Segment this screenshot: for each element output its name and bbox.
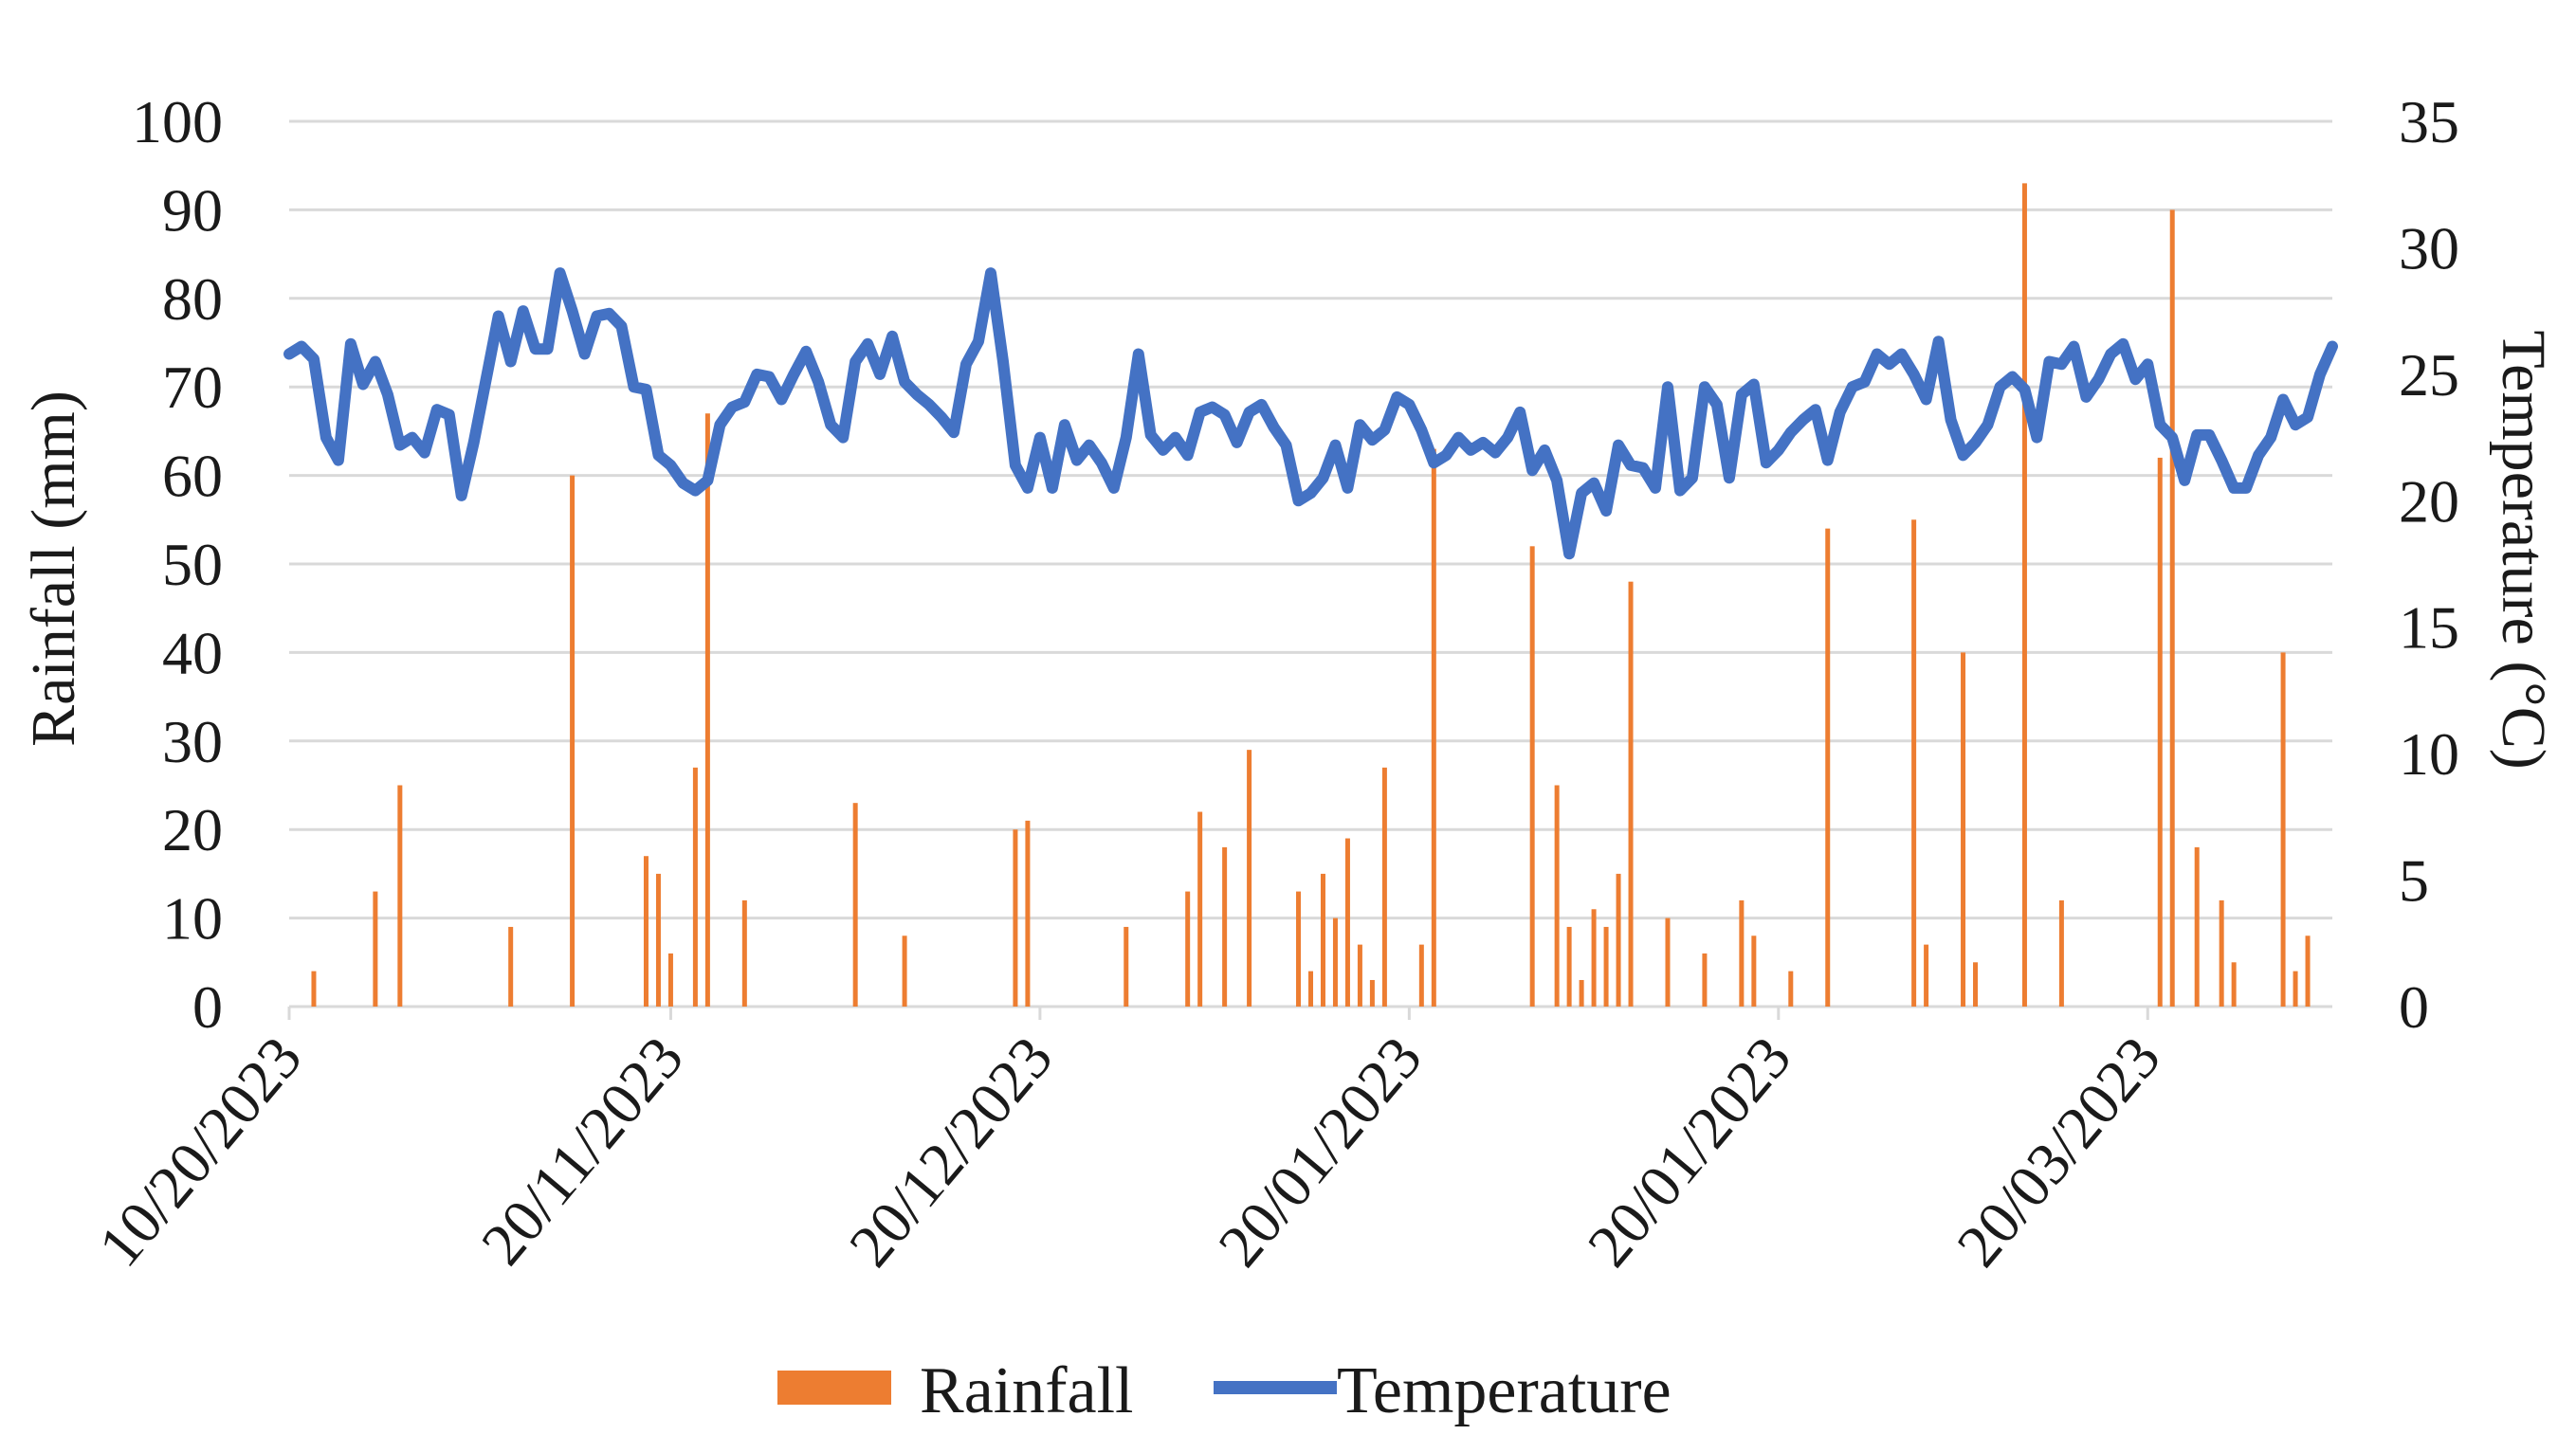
legend-rainfall-swatch (777, 1371, 891, 1405)
rainfall-bar-38 (1665, 917, 1671, 1007)
rainfall-bar-13 (1013, 829, 1018, 1007)
gridlines (287, 119, 2332, 1020)
rainfall-bar-46 (1961, 652, 1966, 1007)
left-tick-label-7: 70 (162, 354, 223, 421)
rainfall-bar-10 (741, 899, 747, 1007)
left-tick-label-8: 80 (162, 265, 223, 333)
right-tick-label-0: 0 (2399, 973, 2429, 1041)
temperature-line (283, 267, 2338, 560)
rainfall-bar-4 (570, 475, 575, 1008)
rainfall-bar-3 (508, 926, 514, 1007)
rainfall-bar-44 (1911, 519, 1917, 1007)
rainfall-bar-26 (1369, 979, 1375, 1007)
left-tick-label-5: 50 (162, 531, 223, 598)
rainfall-bar-40 (1739, 899, 1745, 1007)
rainfall-bar-24 (1344, 838, 1350, 1007)
rainfall-bar-19 (1247, 750, 1252, 1007)
x-tick-label-3: 20/01/2023 (1205, 1024, 1434, 1279)
rainfall-bar-31 (1554, 785, 1560, 1007)
right-tick-label-4: 20 (2399, 467, 2459, 535)
rainfall-bar-42 (1788, 971, 1794, 1007)
left-tick-label-3: 30 (162, 708, 223, 775)
rainfall-bar-14 (1025, 820, 1031, 1007)
rainfall-bar-1 (373, 891, 378, 1007)
rainfall-bar-50 (2157, 457, 2163, 1007)
rainfall-bar-55 (2280, 652, 2286, 1007)
right-tick-label-1: 5 (2399, 847, 2429, 915)
rainfall-bar-12 (902, 935, 907, 1007)
x-tick-label-4: 20/01/2023 (1575, 1024, 1804, 1279)
x-tick-label-0: 10/20/2023 (85, 1024, 315, 1279)
legend-rainfall-label: Rainfall (920, 1354, 1133, 1427)
rainfall-bar-0 (311, 971, 317, 1007)
rainfall-bar-47 (1973, 962, 1979, 1007)
rainfall-bar-41 (1751, 935, 1757, 1007)
rainfall-bar-53 (2219, 899, 2224, 1007)
legend-temperature-label: Temperature (1337, 1354, 1672, 1427)
x-tick-label-5: 20/03/2023 (1944, 1024, 2173, 1279)
rainfall-bar-33 (1579, 979, 1584, 1007)
rainfall-bar-27 (1381, 767, 1387, 1007)
right-tick-label-2: 10 (2399, 720, 2459, 788)
left-tick-label-9: 90 (162, 176, 223, 244)
left-tick-label-6: 60 (162, 443, 223, 510)
x-tick-label-2: 20/12/2023 (836, 1024, 1066, 1279)
right-tick-label-7: 35 (2399, 88, 2459, 155)
left-tick-label-1: 10 (162, 885, 223, 953)
right-axis-title: Temperature (°C) (2489, 330, 2558, 769)
rainfall-bar-37 (1628, 581, 1634, 1007)
rainfall-bar-22 (1320, 873, 1325, 1007)
x-axis-ticks: 10/20/2023 20/11/2023 20/12/2023 20/01/2023… (85, 1024, 2173, 1279)
rainfall-bar-32 (1566, 926, 1572, 1007)
right-axis-ticks: 0 5 10 15 20 25 30 35 (2399, 88, 2459, 1041)
rainfall-bar-16 (1185, 891, 1191, 1007)
rainfall-bar-51 (2169, 209, 2175, 1007)
rainfall-bar-57 (2305, 935, 2311, 1007)
rainfall-bar-54 (2231, 962, 2237, 1007)
rainfall-bar-39 (1702, 953, 1708, 1007)
rainfall-bar-43 (1825, 528, 1831, 1007)
rainfall-bar-29 (1431, 448, 1436, 1008)
rainfall-bar-11 (852, 803, 858, 1007)
rainfall-bar-30 (1529, 546, 1535, 1007)
right-tick-label-5: 25 (2399, 341, 2459, 409)
right-tick-label-6: 30 (2399, 214, 2459, 282)
rainfall-bar-9 (704, 413, 710, 1008)
temperature-line-group (283, 267, 2338, 560)
left-tick-label-4: 40 (162, 619, 223, 686)
rainfall-bar-15 (1124, 926, 1129, 1007)
x-tick-label-1: 20/11/2023 (468, 1024, 696, 1277)
left-tick-label-2: 20 (162, 796, 223, 863)
rainfall-bar-23 (1332, 917, 1338, 1007)
rainfall-bar-17 (1197, 811, 1203, 1007)
rainfall-bar-8 (692, 767, 698, 1007)
rainfall-bar-28 (1418, 944, 1424, 1007)
rainfall-bar-7 (667, 953, 673, 1007)
rainfall-bar-35 (1603, 926, 1609, 1007)
rainfall-bar-36 (1616, 873, 1621, 1007)
rainfall-bar-5 (643, 856, 649, 1007)
rainfall-bar-25 (1357, 944, 1362, 1007)
rainfall-bar-49 (2058, 899, 2064, 1007)
legend: Rainfall Temperature (777, 1354, 1672, 1427)
rainfall-bar-2 (397, 785, 403, 1007)
rainfall-bar-20 (1296, 891, 1302, 1007)
rainfall-bars (311, 183, 2311, 1008)
left-tick-label-0: 0 (192, 973, 223, 1041)
rainfall-bar-18 (1222, 846, 1228, 1007)
rainfall-bar-34 (1591, 909, 1597, 1007)
left-tick-label-10: 100 (132, 88, 223, 155)
rainfall-bar-52 (2194, 846, 2200, 1007)
rainfall-bar-21 (1308, 971, 1313, 1007)
left-axis-title: Rainfall (mm) (19, 390, 88, 747)
right-tick-label-3: 15 (2399, 594, 2459, 662)
rainfall-bar-48 (2021, 183, 2027, 1007)
rainfall-bar-56 (2293, 971, 2298, 1007)
rainfall-bar-6 (655, 873, 661, 1007)
left-axis-ticks: 0 10 20 30 40 50 60 70 80 90 100 (132, 88, 223, 1041)
rainfall-bar-45 (1924, 944, 1929, 1007)
